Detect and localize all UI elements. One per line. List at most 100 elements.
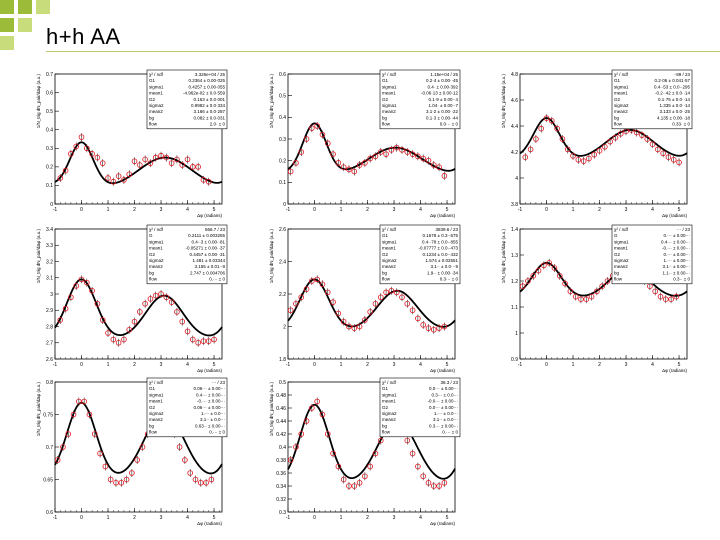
data-point xyxy=(208,476,215,483)
data-point xyxy=(578,296,584,302)
data-point xyxy=(383,289,389,296)
stats-value: 1.··· ± 0.0··· xyxy=(201,411,225,416)
stats-value: -0.05271 ± 0.00··37 xyxy=(186,246,226,251)
fit-curve xyxy=(287,278,456,328)
stats-label: flow xyxy=(614,122,623,127)
x-tick-label: 5 xyxy=(678,207,681,213)
stats-value: 0.0··· ± 0 xyxy=(440,122,459,127)
data-point xyxy=(436,164,442,170)
data-point xyxy=(195,339,201,346)
data-point xyxy=(602,144,608,150)
stats-label: G2 xyxy=(149,252,156,257)
stats-label: flow xyxy=(382,430,391,435)
x-tick-label: 1 xyxy=(340,362,343,368)
data-point xyxy=(673,293,680,300)
data-point xyxy=(139,444,146,450)
stats-box xyxy=(146,377,228,438)
stats-value: 0.33· ± 0 xyxy=(672,122,690,127)
stats-value: 0.06··· ± 0.00··· xyxy=(194,405,225,410)
stats-label: G1 xyxy=(149,386,156,391)
stats-value: 3.1·· ± 0.0··· xyxy=(433,417,458,422)
data-point xyxy=(415,463,421,470)
data-point xyxy=(168,160,175,166)
x-tick-label: 5 xyxy=(446,515,449,521)
fit-curve xyxy=(54,278,223,337)
stats-value: 3.1·· ± 0.00··· xyxy=(663,264,690,269)
data-point xyxy=(356,162,363,168)
stats-value: 0.4257 ± 0.00·055 xyxy=(189,84,226,89)
data-point xyxy=(522,154,529,160)
data-point xyxy=(362,317,368,323)
stats-value: 0.1·75 ± 0.0··14 xyxy=(658,97,690,102)
data-point xyxy=(644,136,651,142)
stats-value: 0.06··· ± 0.00··· xyxy=(194,386,225,391)
stats-label: mean1 xyxy=(614,246,628,251)
data-point xyxy=(655,146,661,153)
data-point xyxy=(377,294,384,301)
data-point xyxy=(670,157,677,163)
y-tick-label: 2.6 xyxy=(46,357,53,363)
stats-label: χ² / ndf xyxy=(149,72,164,77)
data-point xyxy=(134,457,140,463)
x-tick-label: 3 xyxy=(160,515,163,521)
data-point xyxy=(68,294,74,301)
data-point xyxy=(404,437,411,444)
data-point xyxy=(115,339,122,346)
y-tick-label: 3.8 xyxy=(511,202,518,208)
stats-label: G xyxy=(149,233,153,238)
data-point xyxy=(81,398,87,405)
data-point xyxy=(652,288,658,295)
data-point xyxy=(197,479,204,486)
x-tick-label: -1 xyxy=(286,362,291,368)
data-point xyxy=(123,476,130,483)
data-point xyxy=(314,276,320,283)
data-point xyxy=(190,336,196,343)
stats-value: -0.2··42 ± 0.0··14 xyxy=(655,91,690,96)
y-tick-label: 0.48 xyxy=(276,393,286,399)
x-tick-label: 5 xyxy=(446,207,449,213)
stats-label: χ² / ndf xyxy=(382,380,397,385)
stats-label: flow xyxy=(382,277,391,282)
y-tick-label: 2.2 xyxy=(279,292,286,298)
stats-label: χ² / ndf xyxy=(382,72,397,77)
x-tick-label: 5 xyxy=(678,362,681,368)
y-tick-label: 0.5 xyxy=(279,380,286,386)
x-tick-label: 3 xyxy=(160,362,163,368)
deco-square-1 xyxy=(0,0,14,14)
data-point xyxy=(205,178,212,185)
stats-box xyxy=(379,69,461,130)
data-point xyxy=(137,309,143,315)
data-point xyxy=(346,323,352,330)
y-axis-title: 1/N_trig dN_pair/dΔφ (a.u.) xyxy=(36,74,41,129)
data-point xyxy=(399,294,405,301)
data-point xyxy=(372,300,379,307)
plot-frame xyxy=(519,228,688,360)
data-point xyxy=(319,281,326,288)
stats-box xyxy=(611,224,693,285)
stats-label: sigma1 xyxy=(382,239,397,244)
x-axis-title: Δφ (radians) xyxy=(430,368,455,373)
x-tick-label: 2 xyxy=(366,362,369,368)
data-point xyxy=(174,309,180,315)
y-tick-label: 0.36 xyxy=(276,471,286,477)
data-point xyxy=(404,149,411,155)
y-axis-title: 1/N_trig dN_pair/dΔφ (a.u.) xyxy=(269,229,274,284)
stats-value: 3.166 ± 0.0·287 xyxy=(194,109,226,114)
y-tick-label: 0.38 xyxy=(276,458,286,464)
stats-value: 2.747 ± 0.004706 xyxy=(190,270,225,275)
stats-value: 0.1234 ± 0.0··432 xyxy=(423,252,459,257)
data-point xyxy=(142,300,148,307)
data-point xyxy=(591,151,598,158)
stats-label: G1 xyxy=(149,78,156,83)
y-tick-label: 4.6 xyxy=(511,98,518,104)
stats-value: 0.082 ± 0.0·031 xyxy=(194,115,226,120)
stats-value: 3839.6 / 23 xyxy=(435,227,458,232)
data-point xyxy=(554,125,560,132)
x-axis-title: Δφ (radians) xyxy=(430,521,455,526)
stats-value: 0.3··· ± 0 xyxy=(440,277,459,282)
stats-label: G1 xyxy=(614,78,621,83)
data-point xyxy=(330,299,336,305)
y-tick-label: 0.6 xyxy=(279,72,286,78)
stats-value: 0.1·3 ± 0.00··44 xyxy=(426,115,458,120)
x-tick-label: 3 xyxy=(160,207,163,213)
